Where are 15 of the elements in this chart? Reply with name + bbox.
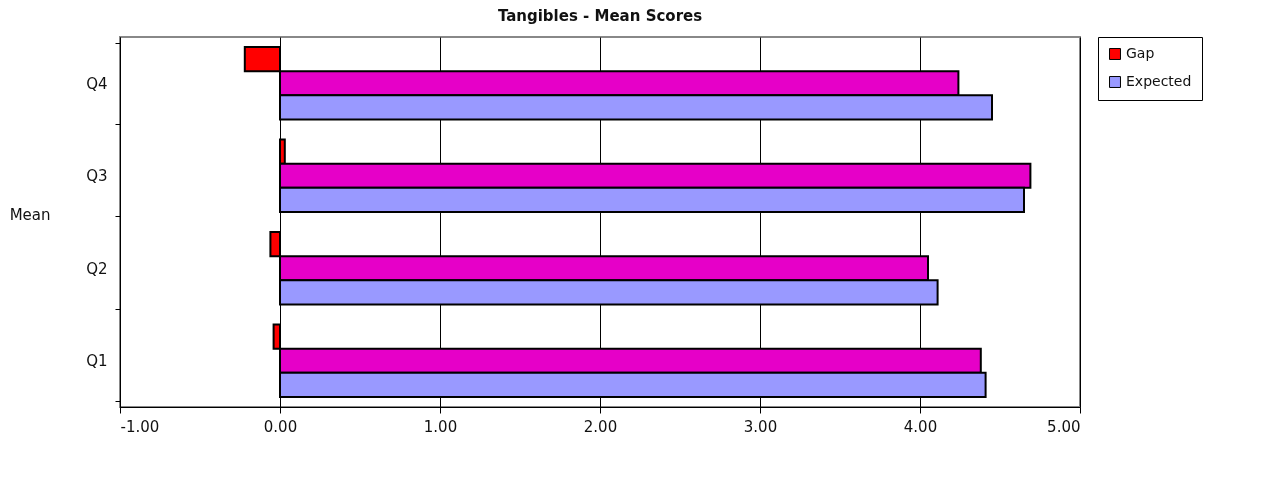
x-tick-label: 5.00	[1047, 417, 1081, 436]
x-tick-label: 0.00	[263, 417, 298, 436]
y-tick-label: Q3	[86, 167, 108, 186]
legend-label: Gap	[1126, 45, 1155, 61]
y-tick-label: Q1	[86, 352, 108, 371]
x-tick-label: 4.00	[903, 417, 938, 436]
chart-title: Tangibles - Mean Scores	[497, 7, 703, 25]
x-tick-label: 2.00	[583, 417, 618, 436]
x-tick-label: 1.00	[423, 417, 458, 436]
x-tick-label: -1.00	[120, 417, 160, 436]
y-axis-title: Mean	[9, 205, 51, 224]
y-tick-label: Q2	[86, 259, 108, 278]
legend-label: Expected	[1126, 73, 1192, 89]
y-tick-label: Q4	[86, 74, 108, 93]
x-tick-label: 3.00	[743, 417, 778, 436]
